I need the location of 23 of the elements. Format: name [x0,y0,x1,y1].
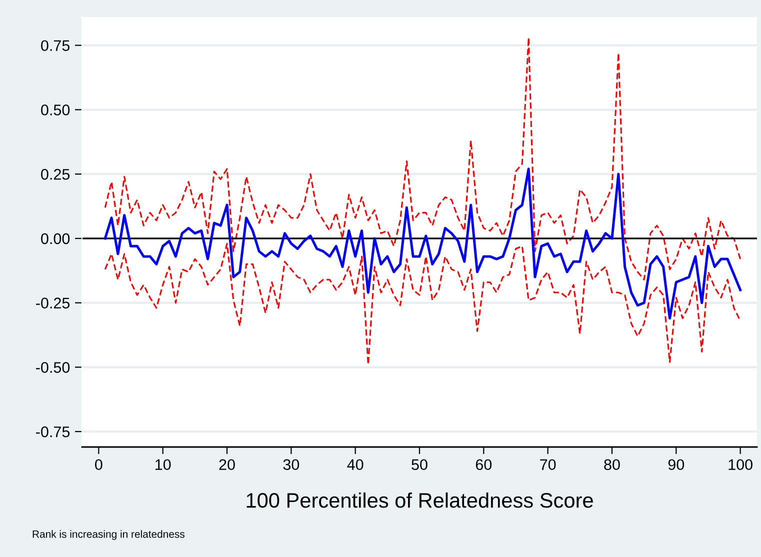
x-tick-label: 90 [668,459,684,470]
x-tick-label: 50 [412,459,428,470]
y-tick-label: -0.25 [36,298,70,308]
y-tick-label: -0.75 [36,426,70,438]
x-tick-label: 0 [95,459,102,470]
y-tick-label: 0.50 [41,104,70,116]
y-tick-label: -0.50 [36,362,70,373]
x-tick-label: 40 [347,459,364,470]
line-series [104,36,742,280]
x-tick-label: 30 [283,459,300,470]
y-tick-label: 0.00 [41,233,70,244]
line-series [104,168,742,320]
x-tick-label: 80 [604,459,620,470]
y-tick-label: 0.25 [41,168,70,180]
y-tick-label: 0.75 [41,40,70,52]
text: Rank is increasing in relatedness [32,530,184,540]
x-tick-label: 20 [219,459,235,470]
x-tick-label: 60 [476,459,492,470]
line-series [104,242,742,366]
x-tick-label: 70 [540,459,556,470]
x-tick-label: 100 [728,459,752,470]
x-tick-label: 10 [156,459,171,470]
x-axis-title: 100 Percentiles of Relatedness Score [246,492,593,508]
